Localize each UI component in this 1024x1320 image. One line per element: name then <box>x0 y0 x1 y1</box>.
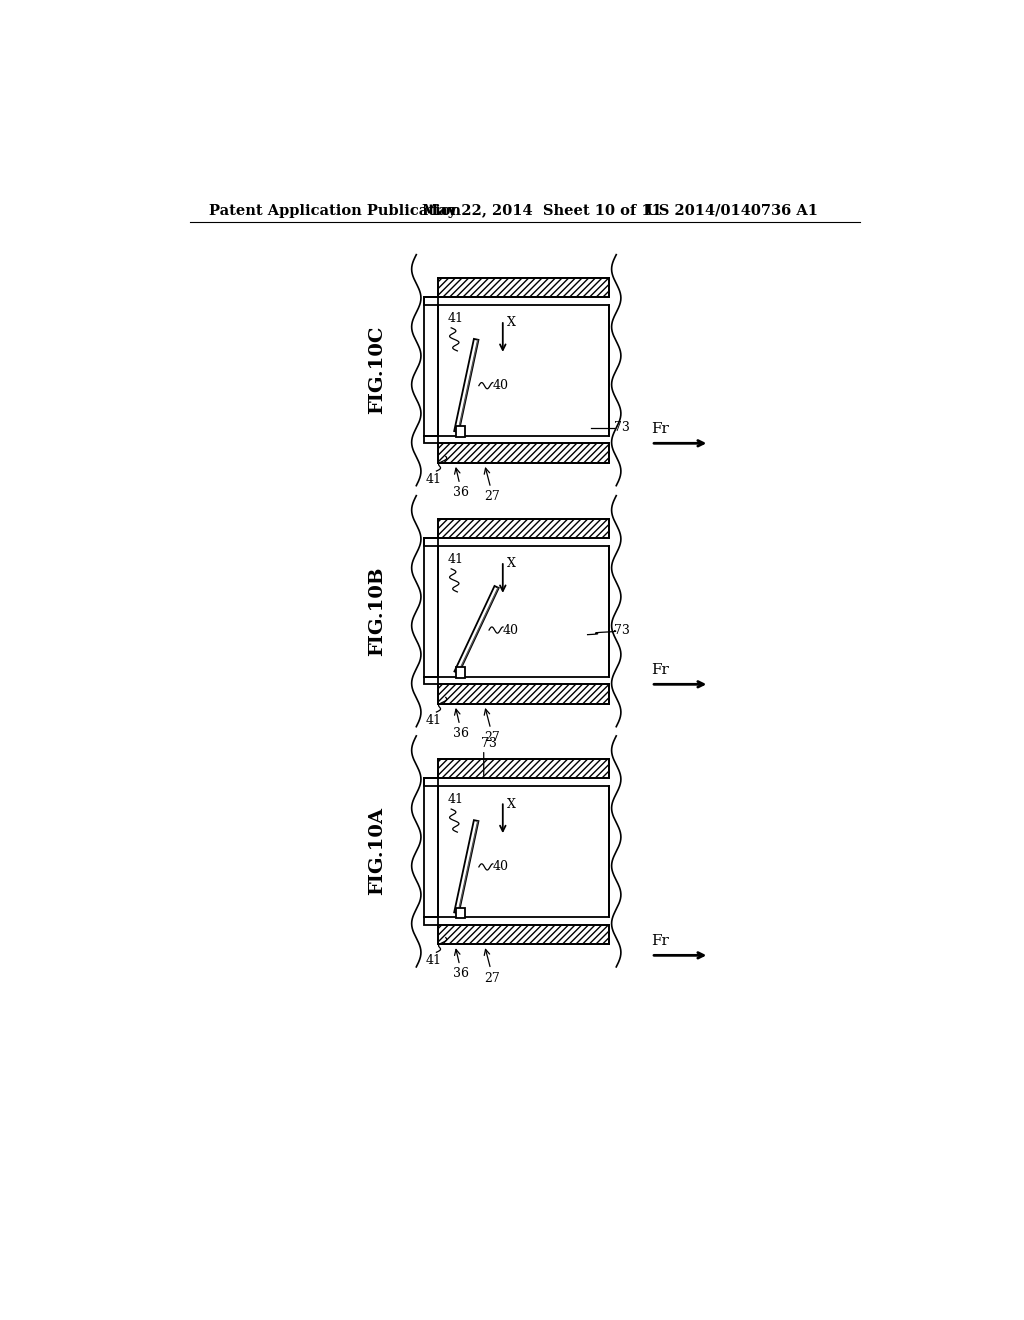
Text: US 2014/0140736 A1: US 2014/0140736 A1 <box>646 203 818 218</box>
Polygon shape <box>455 820 478 913</box>
Polygon shape <box>455 339 478 432</box>
Bar <box>424 677 438 684</box>
Text: FIG.10B: FIG.10B <box>369 566 386 656</box>
Text: 41: 41 <box>447 793 463 807</box>
Bar <box>424 917 438 924</box>
Bar <box>456 908 465 919</box>
Text: X: X <box>507 317 515 329</box>
Text: Fr: Fr <box>651 664 669 677</box>
Text: Fr: Fr <box>651 422 669 437</box>
Bar <box>438 305 608 436</box>
Bar <box>456 668 465 678</box>
Text: 27: 27 <box>484 972 500 985</box>
Text: 40: 40 <box>503 623 519 636</box>
Text: 40: 40 <box>493 861 509 874</box>
Text: 36: 36 <box>454 966 469 979</box>
Bar <box>456 426 465 437</box>
Bar <box>438 444 608 462</box>
Bar <box>438 545 608 677</box>
Text: 73: 73 <box>480 737 497 750</box>
Text: 73: 73 <box>614 624 630 638</box>
Bar <box>438 785 608 917</box>
Bar <box>424 779 438 785</box>
Bar <box>438 759 608 779</box>
Polygon shape <box>458 339 478 432</box>
Text: 41: 41 <box>447 553 463 566</box>
Text: May 22, 2014  Sheet 10 of 11: May 22, 2014 Sheet 10 of 11 <box>423 203 663 218</box>
Text: 40: 40 <box>493 379 509 392</box>
Text: 27: 27 <box>484 731 500 744</box>
Text: FIG.10C: FIG.10C <box>369 326 386 414</box>
Polygon shape <box>458 587 499 673</box>
Text: X: X <box>507 797 515 810</box>
Bar <box>438 519 608 539</box>
Text: 73: 73 <box>614 421 630 434</box>
Text: X: X <box>507 557 515 570</box>
Bar <box>424 436 438 444</box>
Polygon shape <box>458 821 478 913</box>
Text: Fr: Fr <box>651 935 669 949</box>
Bar <box>438 684 608 704</box>
Bar <box>438 924 608 944</box>
Text: 36: 36 <box>454 726 469 739</box>
Bar <box>438 277 608 297</box>
Text: 41: 41 <box>426 954 442 966</box>
Text: Patent Application Publication: Patent Application Publication <box>209 203 462 218</box>
Bar <box>424 539 438 545</box>
Text: 36: 36 <box>454 486 469 499</box>
Text: FIG.10A: FIG.10A <box>369 808 386 895</box>
Polygon shape <box>455 586 499 673</box>
Text: 41: 41 <box>447 312 463 325</box>
Bar <box>424 297 438 305</box>
Text: 27: 27 <box>484 490 500 503</box>
Text: 41: 41 <box>426 714 442 726</box>
Text: 41: 41 <box>426 473 442 486</box>
